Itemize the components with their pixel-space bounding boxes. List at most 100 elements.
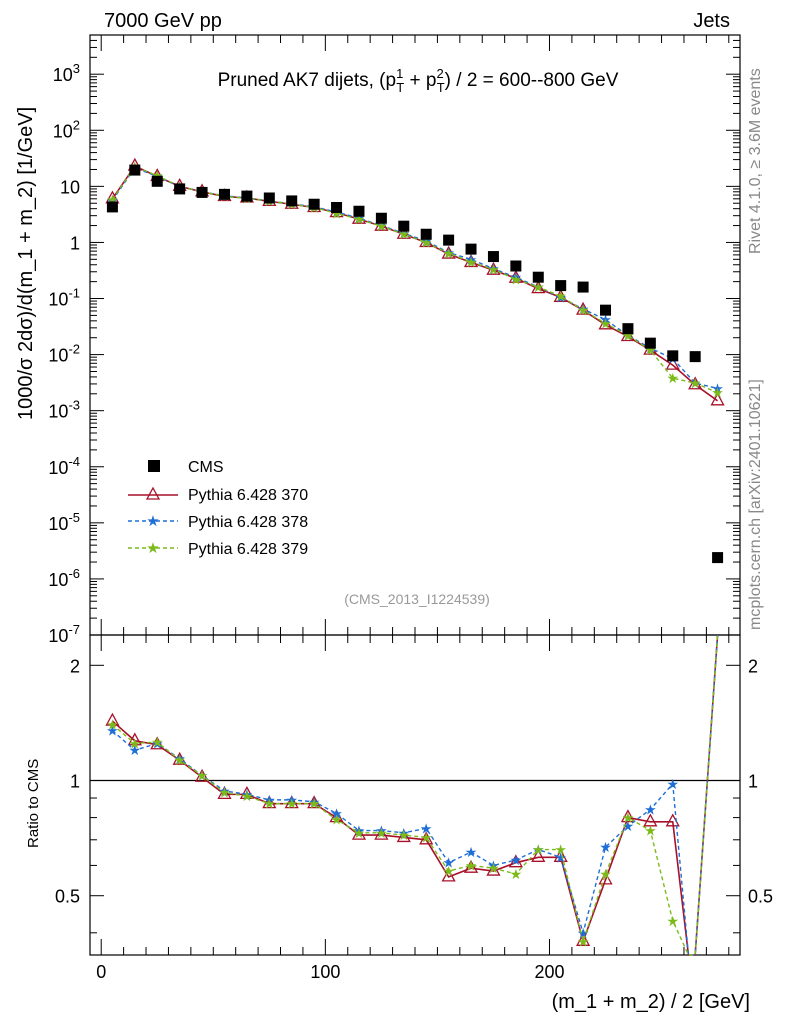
cms-point bbox=[712, 552, 724, 564]
ratio-marker-378: ★ bbox=[398, 825, 411, 841]
marker-379: ★ bbox=[532, 279, 545, 295]
ratio-marker-370 bbox=[620, 809, 636, 823]
legend-378-label: Pythia 6.428 378 bbox=[188, 514, 308, 531]
ratio-y-tick-label-right: 1 bbox=[748, 772, 758, 792]
ratio-marker-379: ★ bbox=[599, 866, 612, 882]
ratio-marker-378: ★ bbox=[420, 820, 433, 836]
ratio-marker-379: ★ bbox=[554, 842, 567, 858]
marker-379: ★ bbox=[487, 261, 500, 277]
ratio-marker-378: ★ bbox=[375, 823, 388, 839]
marker-370 bbox=[710, 392, 725, 406]
ratio-marker-379: ★ bbox=[375, 825, 388, 841]
ratio-marker-370 bbox=[284, 795, 299, 809]
marker-379: ★ bbox=[666, 370, 679, 386]
ratio-marker-378: ★ bbox=[218, 783, 231, 799]
y-tick-label: 10-2 bbox=[48, 342, 80, 366]
ratio-marker-379: ★ bbox=[241, 788, 254, 804]
ratio-marker-370 bbox=[643, 813, 658, 827]
ratio-marker-379: ★ bbox=[308, 796, 321, 812]
ratio-marker-379: ★ bbox=[398, 827, 411, 843]
marker-379: ★ bbox=[442, 245, 455, 261]
legend-379-marker: ★ bbox=[146, 540, 159, 557]
ratio-marker-378: ★ bbox=[129, 742, 142, 758]
marker-370 bbox=[531, 280, 546, 294]
ratio-marker-370 bbox=[351, 826, 367, 840]
ratio-marker-370 bbox=[576, 932, 591, 946]
rivet-version-label: Rivet 4.1.0, ≥ 3.6M events bbox=[747, 68, 764, 254]
cms-point bbox=[510, 260, 522, 272]
legend-cms-label: CMS bbox=[188, 459, 224, 476]
ratio-marker-379: ★ bbox=[510, 866, 523, 882]
marker-379: ★ bbox=[599, 315, 612, 331]
cms-point bbox=[331, 201, 343, 213]
ratio-marker-379: ★ bbox=[173, 752, 186, 768]
ratio-marker-379: ★ bbox=[285, 796, 298, 812]
legend-370-label: Pythia 6.428 370 bbox=[188, 487, 308, 504]
ratio-marker-379: ★ bbox=[577, 933, 590, 949]
ratio-marker-379: ★ bbox=[442, 863, 455, 879]
cms-point bbox=[420, 228, 432, 240]
x-tick-label: 100 bbox=[310, 962, 340, 982]
cms-point bbox=[622, 323, 634, 335]
ratio-marker-378: ★ bbox=[554, 849, 567, 865]
y-tick-label: 10-5 bbox=[48, 510, 80, 534]
x-tick-label: 200 bbox=[534, 962, 564, 982]
ratio-marker-378: ★ bbox=[241, 786, 254, 802]
mcplots-label: mcplots.cern.ch [arXiv:2401.10621] bbox=[747, 379, 764, 630]
ratio-frame bbox=[89, 634, 741, 956]
ratio-marker-370 bbox=[374, 826, 389, 840]
legend-378-marker: ★ bbox=[146, 513, 159, 530]
cms-points bbox=[106, 164, 724, 564]
ratio-y-tick-label: 2 bbox=[70, 656, 80, 676]
cms-point bbox=[487, 251, 499, 263]
y-tick-label: 10-1 bbox=[48, 286, 80, 310]
legend-cms-marker bbox=[148, 460, 160, 472]
ratio-marker-379: ★ bbox=[622, 810, 635, 826]
jets-label: Jets bbox=[693, 10, 730, 32]
marker-370 bbox=[620, 328, 636, 342]
cms-point bbox=[174, 183, 186, 195]
ratio-marker-378: ★ bbox=[465, 844, 478, 860]
ratio-marker-379: ★ bbox=[106, 717, 119, 733]
ratio-line-378 bbox=[111, 634, 719, 956]
ratio-marker-379: ★ bbox=[330, 812, 343, 828]
ratio-marker-370 bbox=[150, 736, 165, 750]
y-tick-label: 10 bbox=[60, 177, 80, 197]
chart-title: Pruned AK7 dijets, (p1 T + p2 T) / 2 = 600… bbox=[218, 66, 619, 95]
ratio-series: ★★ ★★★★ ★ ★ ★ ★★★ ★ ★ ★★★★ ★★ ★★★★★★★★ ★★★★ ★ ★ ★ ★★★ ★ ★… bbox=[105, 634, 719, 956]
ratio-marker-370 bbox=[396, 829, 411, 843]
ratio-x-ticks: 0 100 200 bbox=[96, 635, 730, 982]
ratio-marker-378: ★ bbox=[666, 776, 679, 792]
cms-point bbox=[600, 304, 612, 316]
x-axis-label: (m_1 + m_2) / 2 [GeV] bbox=[552, 991, 750, 1013]
ratio-marker-370 bbox=[508, 854, 523, 868]
cms-point bbox=[555, 280, 567, 292]
ratio-marker-370 bbox=[172, 751, 187, 765]
marker-379: ★ bbox=[465, 254, 478, 270]
marker-378: ★ bbox=[577, 301, 590, 317]
ratio-marker-379: ★ bbox=[218, 785, 231, 801]
ratio-marker-379: ★ bbox=[353, 825, 366, 841]
ratio-marker-379: ★ bbox=[465, 857, 478, 873]
ratio-marker-370 bbox=[194, 768, 210, 782]
ratio-y-tick-label-right: 2 bbox=[748, 656, 758, 676]
energy-label: 7000 GeV pp bbox=[104, 10, 222, 32]
ratio-marker-379: ★ bbox=[129, 735, 142, 751]
cms-point bbox=[353, 205, 365, 217]
marker-378: ★ bbox=[510, 269, 523, 285]
ratio-marker-378: ★ bbox=[285, 792, 298, 808]
y-tick-label: 10-3 bbox=[48, 398, 80, 422]
marker-378: ★ bbox=[711, 380, 724, 396]
main-y-ticks: 10-7 10-6 10-5 10-4 10-3 10-2 10-1 1 10 102 103 bbox=[48, 34, 740, 646]
ratio-marker-378: ★ bbox=[577, 925, 590, 941]
marker-370 bbox=[374, 217, 389, 231]
ratio-marker-379: ★ bbox=[196, 768, 209, 784]
legend-370-marker bbox=[145, 486, 161, 500]
ratio-y-label: Ratio to CMS bbox=[25, 759, 42, 848]
cms-point bbox=[443, 234, 455, 246]
x-tick-label: 0 bbox=[96, 962, 106, 982]
ratio-marker-379: ★ bbox=[487, 860, 500, 876]
marker-379: ★ bbox=[689, 375, 702, 391]
legend: CMS Pythia 6.428 370 ★ Pythia 6.428 378 … bbox=[128, 459, 308, 558]
analysis-tag: (CMS_2013_I1224539) bbox=[344, 591, 490, 607]
